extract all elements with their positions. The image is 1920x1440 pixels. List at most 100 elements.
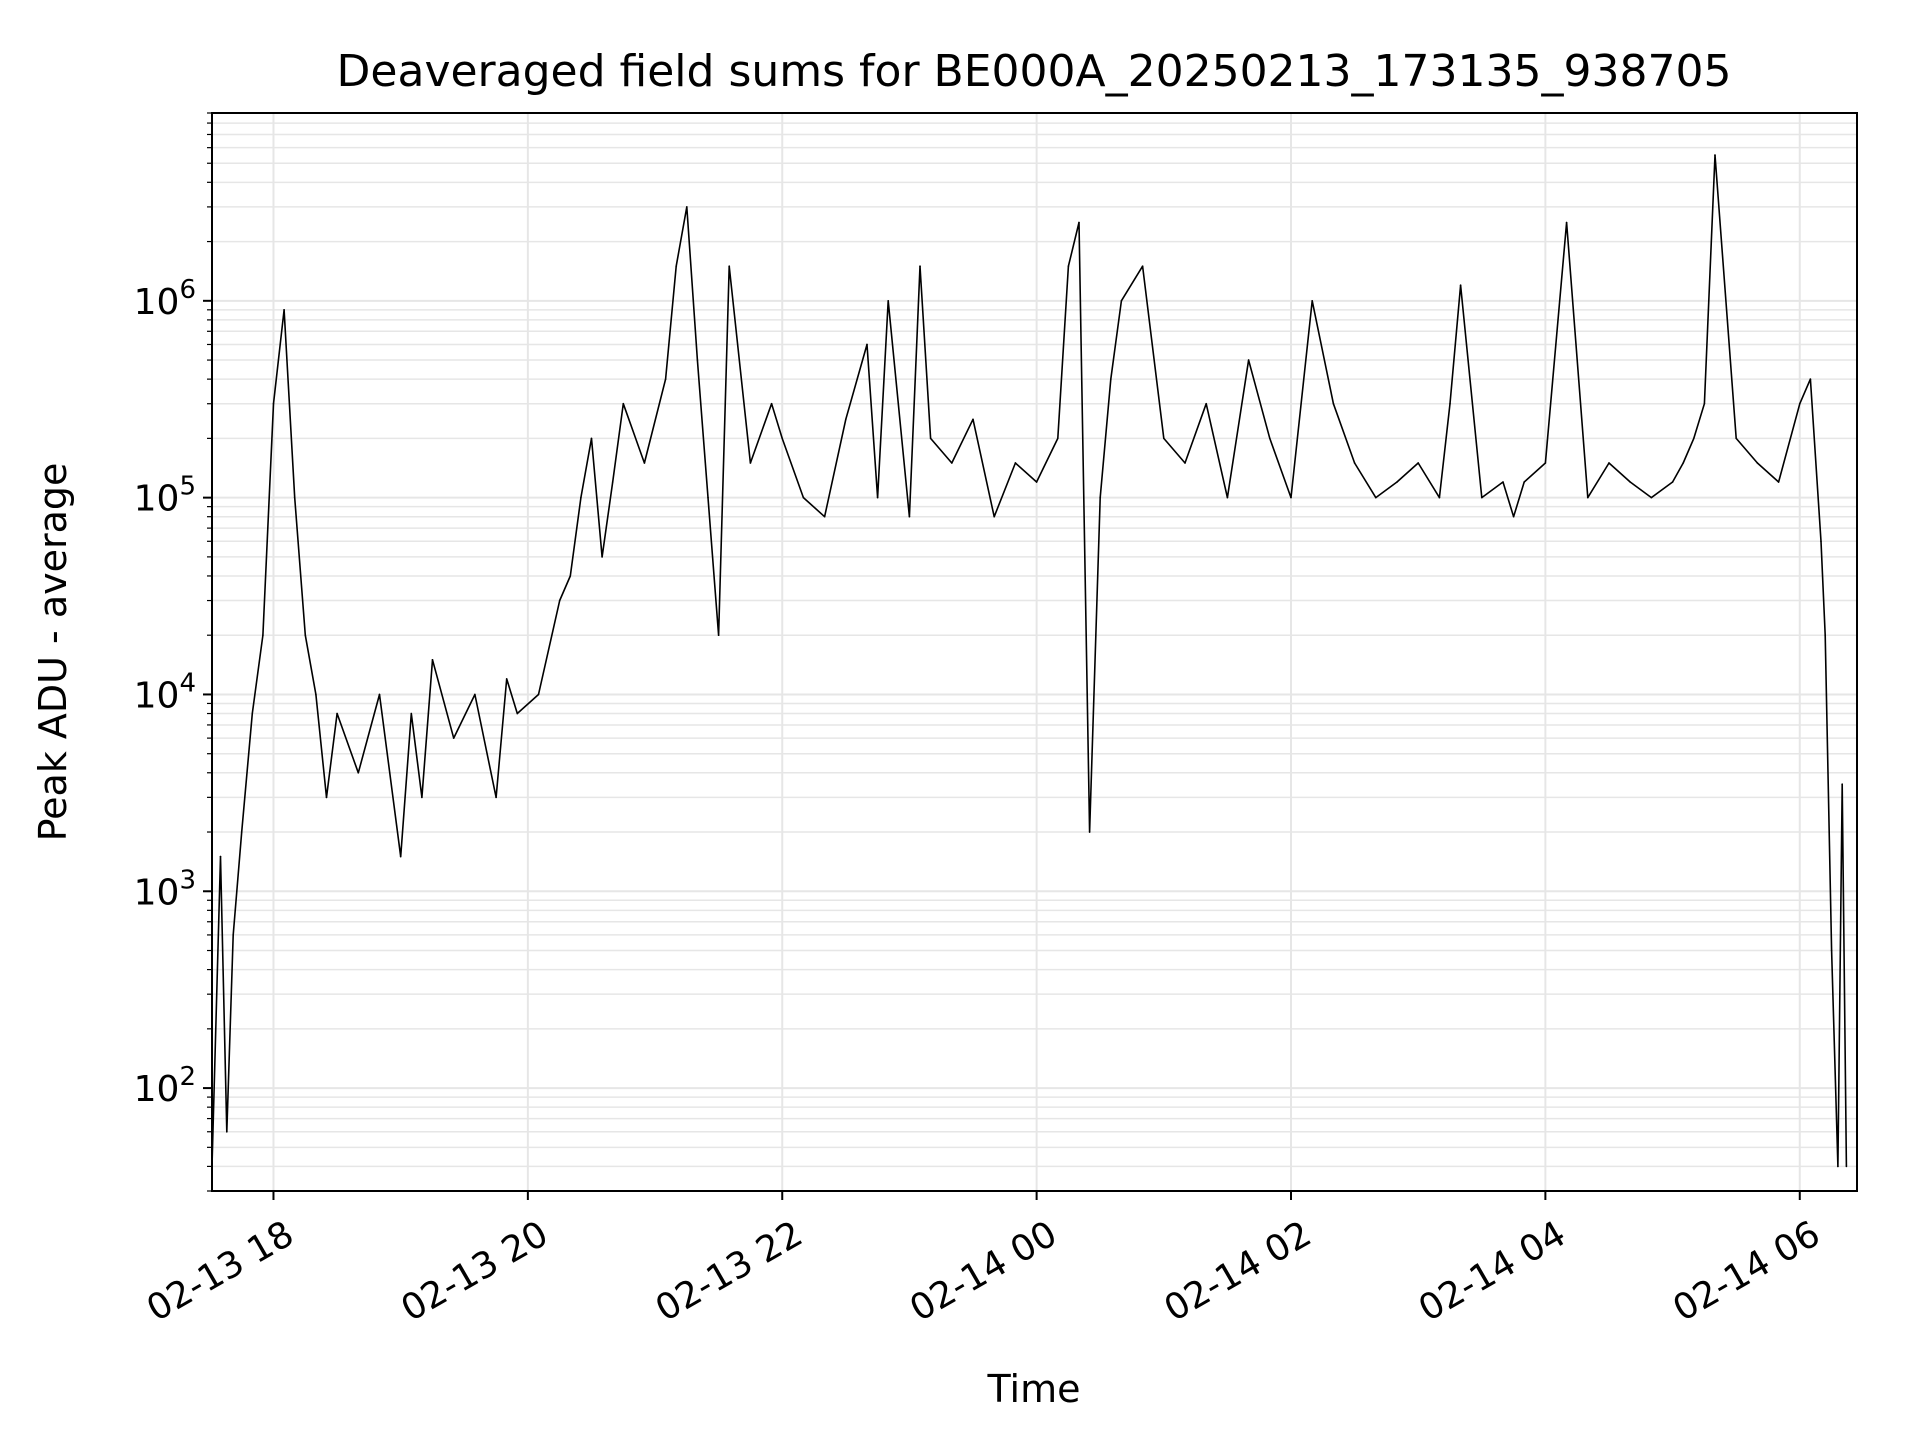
- data-point: [696, 359, 699, 361]
- series-layer: [212, 154, 1848, 1168]
- data-point: [1311, 300, 1313, 302]
- data-point: [1586, 496, 1589, 499]
- data-point: [336, 712, 338, 715]
- data-point: [1014, 462, 1017, 464]
- data-point: [1269, 437, 1271, 440]
- data-point: [1205, 402, 1208, 405]
- data-point: [1830, 949, 1833, 952]
- data-point: [1629, 481, 1631, 483]
- data-point: [1512, 515, 1515, 518]
- data-point: [993, 515, 996, 518]
- data-point: [707, 496, 709, 499]
- grid-lines: [212, 112, 1857, 1192]
- data-point: [580, 496, 582, 499]
- data-point: [781, 437, 784, 440]
- y-tick-label: 104: [134, 668, 196, 716]
- series-line: [212, 154, 1848, 1168]
- data-point: [399, 855, 402, 858]
- y-tick-label: 103: [134, 865, 196, 913]
- y-tick-label-base: 10: [134, 1069, 180, 1110]
- data-point: [1247, 359, 1250, 361]
- data-point: [1459, 284, 1462, 287]
- data-point: [516, 712, 519, 715]
- data-point: [569, 575, 572, 577]
- data-point: [421, 796, 423, 799]
- y-tick-label-base: 10: [134, 282, 180, 323]
- data-point: [357, 771, 360, 774]
- data-point: [315, 693, 317, 696]
- data-point: [866, 343, 868, 346]
- data-point: [495, 796, 497, 799]
- data-point: [1608, 462, 1610, 464]
- data-point: [1449, 402, 1451, 405]
- data-point: [611, 481, 614, 483]
- data-point: [1809, 378, 1812, 380]
- data-point: [1480, 496, 1483, 499]
- data-point: [1067, 265, 1070, 267]
- data-point: [304, 634, 307, 637]
- data-point: [622, 402, 625, 405]
- data-point: [226, 1130, 228, 1133]
- data-point: [1671, 481, 1674, 483]
- data-point: [1682, 462, 1684, 464]
- data-point: [1714, 154, 1716, 156]
- data-point: [919, 265, 921, 267]
- y-tick-label-exponent: 5: [179, 472, 196, 502]
- plot-frame: [211, 112, 1858, 1192]
- data-point: [951, 462, 953, 464]
- data-point: [643, 462, 646, 464]
- data-point: [378, 693, 381, 696]
- data-point: [728, 265, 731, 267]
- data-point: [664, 378, 667, 380]
- data-point: [452, 737, 455, 739]
- data-point: [601, 556, 603, 558]
- y-tick-label: 106: [134, 275, 196, 323]
- data-point: [1374, 496, 1377, 499]
- data-point: [1141, 265, 1144, 267]
- y-tick-label-exponent: 6: [179, 275, 196, 305]
- data-point: [1798, 402, 1801, 405]
- data-point: [908, 515, 911, 518]
- data-point: [717, 634, 720, 637]
- y-tick-label-exponent: 4: [179, 668, 196, 698]
- data-point: [1703, 402, 1706, 405]
- data-point: [219, 855, 222, 858]
- data-point: [1417, 462, 1419, 464]
- data-point: [232, 934, 234, 936]
- data-point: [1502, 481, 1504, 483]
- data-point: [675, 265, 678, 267]
- data-point: [1163, 437, 1165, 440]
- data-point: [474, 693, 476, 696]
- data-point: [1035, 481, 1038, 483]
- data-point: [1057, 437, 1059, 440]
- x-axis-label: Time: [987, 1367, 1081, 1411]
- data-point: [823, 515, 826, 518]
- data-point: [1088, 831, 1091, 833]
- chart-title: Deaveraged field sums for BE000A_2025021…: [337, 46, 1732, 97]
- data-point: [1120, 300, 1123, 302]
- data-point: [590, 437, 593, 440]
- data-point: [802, 496, 805, 499]
- data-point: [1650, 496, 1653, 499]
- data-point: [1565, 221, 1568, 224]
- y-tick-label: 102: [134, 1062, 196, 1110]
- data-point: [1756, 462, 1759, 464]
- data-point: [887, 300, 890, 302]
- data-point: [1110, 378, 1112, 380]
- data-point: [1523, 481, 1525, 483]
- data-point: [1396, 481, 1398, 483]
- data-point: [325, 796, 328, 799]
- data-point: [1332, 402, 1335, 405]
- data-point: [293, 496, 296, 499]
- data-point: [1820, 540, 1822, 543]
- data-point: [505, 678, 508, 680]
- y-tick-label-base: 10: [134, 675, 180, 716]
- data-point: [972, 418, 974, 421]
- data-point: [1837, 1165, 1839, 1168]
- y-axis-label: Peak ADU - average: [31, 463, 75, 842]
- data-point: [686, 206, 688, 208]
- y-tick-label-base: 10: [134, 872, 180, 913]
